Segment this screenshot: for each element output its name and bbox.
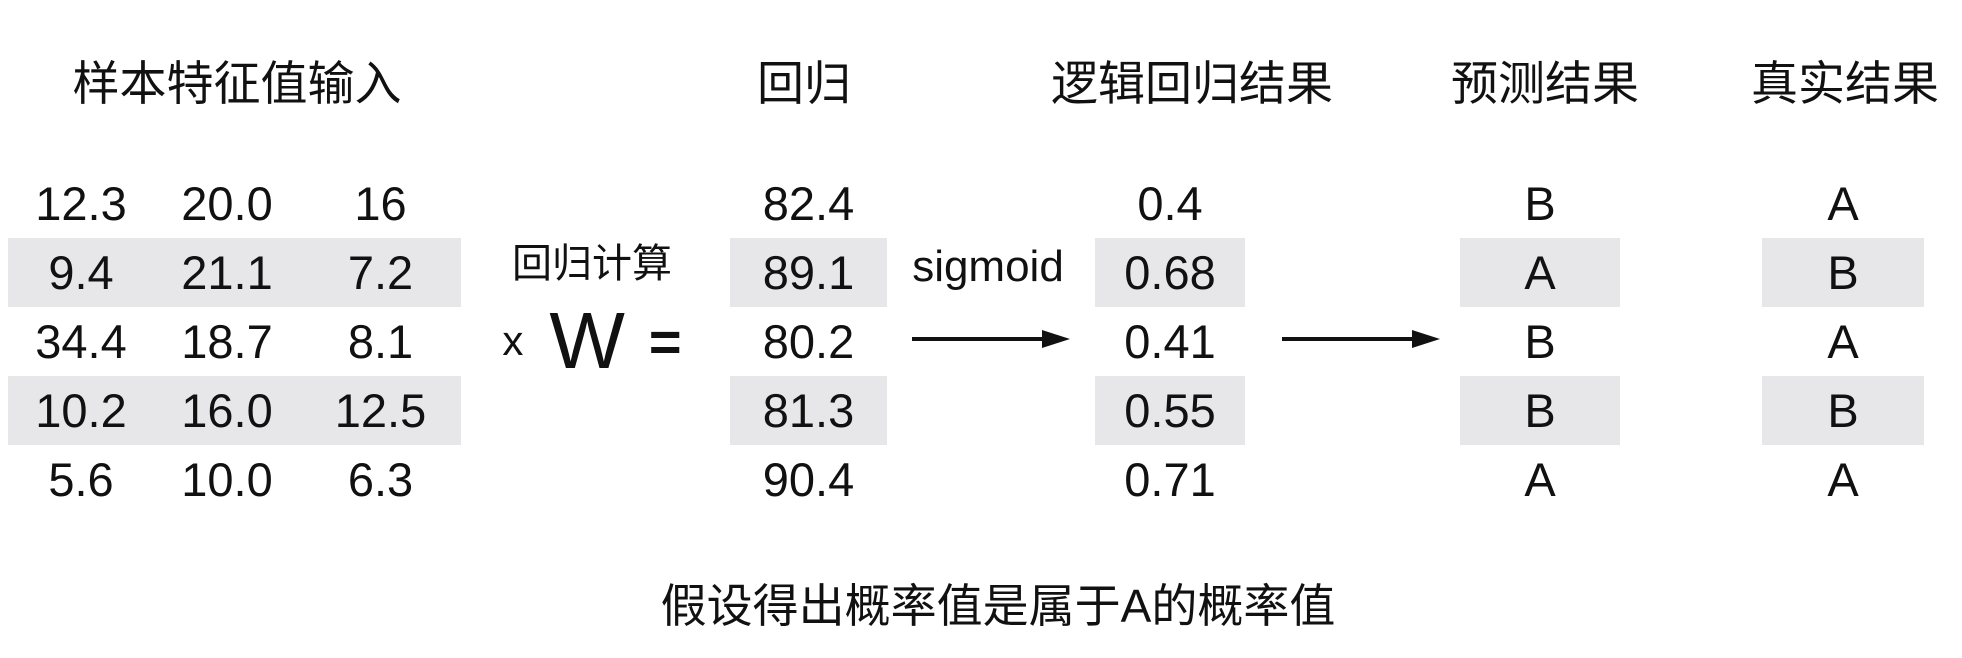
header-regression: 回归 bbox=[757, 57, 851, 110]
feature-cell: 21.1 bbox=[181, 246, 273, 299]
feature-row: 5.6 10.0 6.3 bbox=[8, 445, 461, 514]
logistic-value: 0.41 bbox=[1124, 315, 1216, 368]
regression-value: 82.4 bbox=[762, 177, 855, 230]
feature-cell: 7.2 bbox=[347, 246, 414, 299]
regression-value: 81.3 bbox=[730, 376, 887, 445]
feature-cell: 16 bbox=[354, 177, 407, 230]
logistic-value: 0.71 bbox=[1124, 453, 1216, 506]
regression-value: 90.4 bbox=[762, 453, 855, 506]
feature-row: 9.4 21.1 7.2 bbox=[8, 238, 461, 307]
feature-cell: 10.0 bbox=[181, 453, 273, 506]
logistic-value: 0.68 bbox=[1095, 238, 1245, 307]
regression-value: 80.2 bbox=[762, 315, 855, 368]
prediction-value: B bbox=[1524, 315, 1556, 368]
prediction-value: B bbox=[1524, 177, 1556, 230]
logistic-column: 0.4 0.68 0.41 0.55 0.71 bbox=[1095, 169, 1245, 514]
truth-value: A bbox=[1827, 315, 1859, 368]
feature-cell: 9.4 bbox=[48, 246, 114, 299]
feature-cell: 12.5 bbox=[334, 384, 427, 437]
equals-sign: = bbox=[648, 309, 682, 373]
truth-column: A B A B A bbox=[1762, 169, 1924, 514]
prediction-value: A bbox=[1524, 453, 1556, 506]
feature-cell: 20.0 bbox=[181, 177, 273, 230]
sigmoid-label: sigmoid bbox=[912, 242, 1064, 291]
feature-cell: 34.4 bbox=[35, 315, 127, 368]
feature-cell: 16.0 bbox=[181, 384, 273, 437]
header-true-result: 真实结果 bbox=[1751, 57, 1939, 110]
caption: 假设得出概率值是属于A的概率值 bbox=[660, 580, 1336, 632]
multiply-sign: x bbox=[502, 317, 524, 364]
feature-cell: 12.3 bbox=[35, 177, 127, 230]
header-sample-features: 样本特征值输入 bbox=[72, 57, 402, 110]
truth-value: B bbox=[1762, 376, 1924, 445]
weight-formula: x W = bbox=[502, 295, 681, 387]
feature-cell: 10.2 bbox=[35, 384, 127, 437]
feature-cell: 18.7 bbox=[181, 315, 273, 368]
feature-row: 12.3 20.0 16 bbox=[8, 169, 461, 238]
regression-column: 82.4 89.1 80.2 81.3 90.4 bbox=[730, 169, 887, 514]
logistic-value: 0.4 bbox=[1137, 177, 1203, 230]
feature-cell: 8.1 bbox=[347, 315, 414, 368]
truth-value: A bbox=[1827, 177, 1859, 230]
feature-row: 10.2 16.0 12.5 bbox=[8, 376, 461, 445]
prediction-value: B bbox=[1460, 376, 1620, 445]
feature-cell: 5.6 bbox=[48, 453, 114, 506]
regression-value: 89.1 bbox=[730, 238, 887, 307]
truth-value: B bbox=[1762, 238, 1924, 307]
truth-value: A bbox=[1827, 453, 1859, 506]
header-prediction-result: 预测结果 bbox=[1451, 57, 1639, 110]
feature-table: 12.3 20.0 16 9.4 21.1 7.2 34.4 18.7 8.1 … bbox=[8, 169, 461, 514]
header-logistic-result: 逻辑回归结果 bbox=[1051, 57, 1333, 110]
feature-row: 34.4 18.7 8.1 bbox=[8, 307, 461, 376]
logistic-value: 0.55 bbox=[1095, 376, 1245, 445]
regression-calc-label: 回归计算 bbox=[512, 242, 672, 286]
classify-arrow-icon bbox=[1282, 330, 1440, 348]
feature-cell: 6.3 bbox=[347, 453, 414, 506]
weight-symbol: W bbox=[549, 296, 625, 385]
prediction-value: A bbox=[1460, 238, 1620, 307]
sigmoid-arrow-icon bbox=[912, 330, 1070, 348]
prediction-column: B A B B A bbox=[1460, 169, 1620, 514]
